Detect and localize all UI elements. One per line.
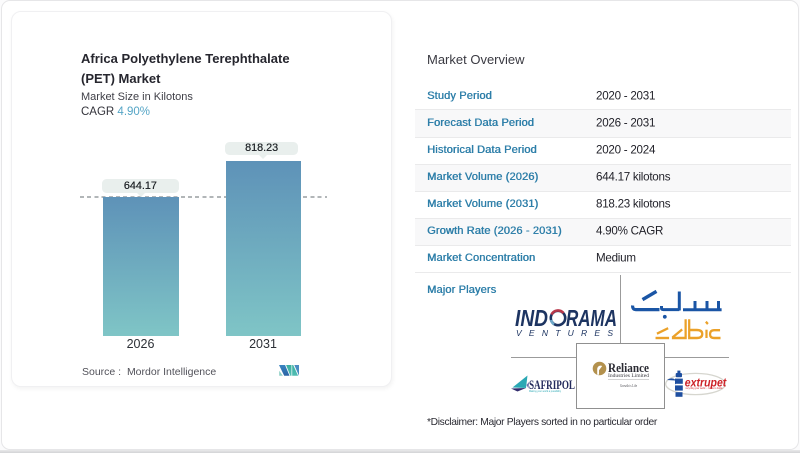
svg-text:Growth is Life: Growth is Life bbox=[620, 383, 637, 388]
svg-text:Making your world a possibilit: Making your world a possibility bbox=[529, 389, 561, 393]
svg-text:extrupet: extrupet bbox=[685, 375, 727, 389]
svg-text:SAFRIPOL: SAFRIPOL bbox=[529, 377, 575, 392]
svg-text:Reliance: Reliance bbox=[608, 361, 649, 375]
svg-text:VENTURES: VENTURES bbox=[516, 328, 619, 338]
svg-text:RAMA: RAMA bbox=[566, 305, 617, 331]
svg-text:recycling your world ... bottl: recycling your world ... bottle to bottl… bbox=[686, 386, 723, 390]
svg-text:IND: IND bbox=[515, 305, 548, 331]
svg-text:Industries Limited: Industries Limited bbox=[608, 374, 650, 379]
